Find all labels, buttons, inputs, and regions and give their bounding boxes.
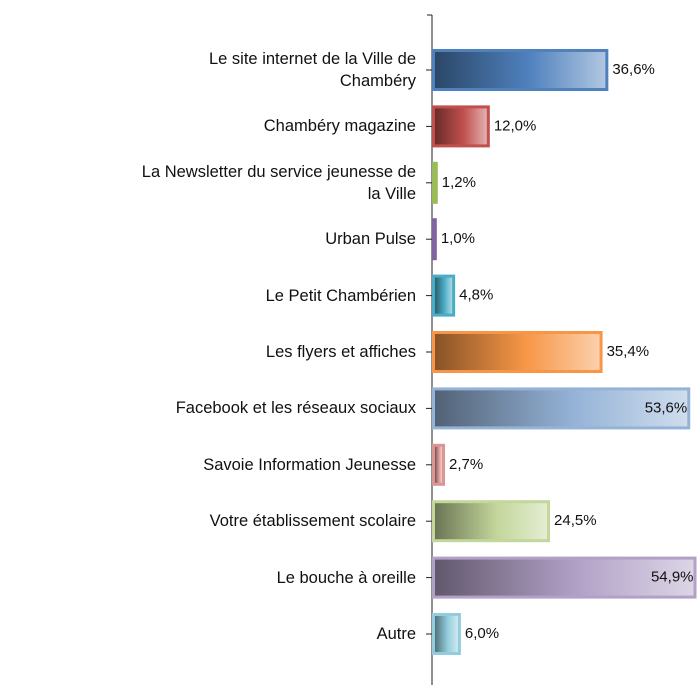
value-label: 54,9% [651, 569, 694, 586]
category-label: Chambéry magazine [263, 117, 416, 136]
category-label: Les flyers et affiches [265, 343, 416, 361]
value-label: 6,0% [465, 625, 499, 642]
value-label: 2,7% [449, 456, 483, 473]
bar-face [435, 52, 606, 88]
bar-face [435, 616, 458, 652]
bar-face [435, 559, 694, 596]
bar-face [435, 390, 688, 427]
value-label: 36,6% [612, 61, 655, 78]
category-label: Urban Pulse [325, 230, 416, 249]
value-label: 24,5% [554, 512, 597, 529]
category-label: La Newsletter du service jeunesse de la … [141, 162, 416, 203]
category-label: Facebook et les réseaux sociaux [175, 399, 416, 418]
bar-face [435, 334, 600, 370]
bar-face [435, 503, 548, 540]
category-label: Le site internet de la Ville de Chambéry [209, 50, 416, 90]
category-label: Le bouche à oreille [276, 568, 416, 587]
value-label: 1,2% [442, 174, 476, 191]
category-label: Le Petit Chambérien [265, 286, 416, 305]
bar-face [435, 108, 487, 145]
category-label: Savoie Information Jeunesse [203, 455, 416, 474]
value-label: 53,6% [645, 399, 688, 416]
value-label: 1,0% [441, 230, 475, 247]
value-label: 35,4% [607, 343, 650, 360]
bar [432, 161, 438, 204]
value-label: 12,0% [494, 117, 537, 134]
bar-face [435, 446, 443, 483]
bar-face [435, 277, 453, 314]
category-label: Autre [376, 625, 416, 643]
value-label: 4,8% [459, 287, 493, 304]
category-label: Votre établissement scolaire [209, 512, 416, 531]
bar [432, 218, 437, 261]
